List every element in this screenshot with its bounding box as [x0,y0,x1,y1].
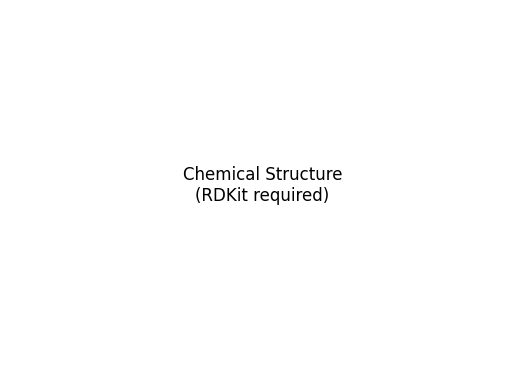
Text: Chemical Structure
(RDKit required): Chemical Structure (RDKit required) [183,166,342,205]
